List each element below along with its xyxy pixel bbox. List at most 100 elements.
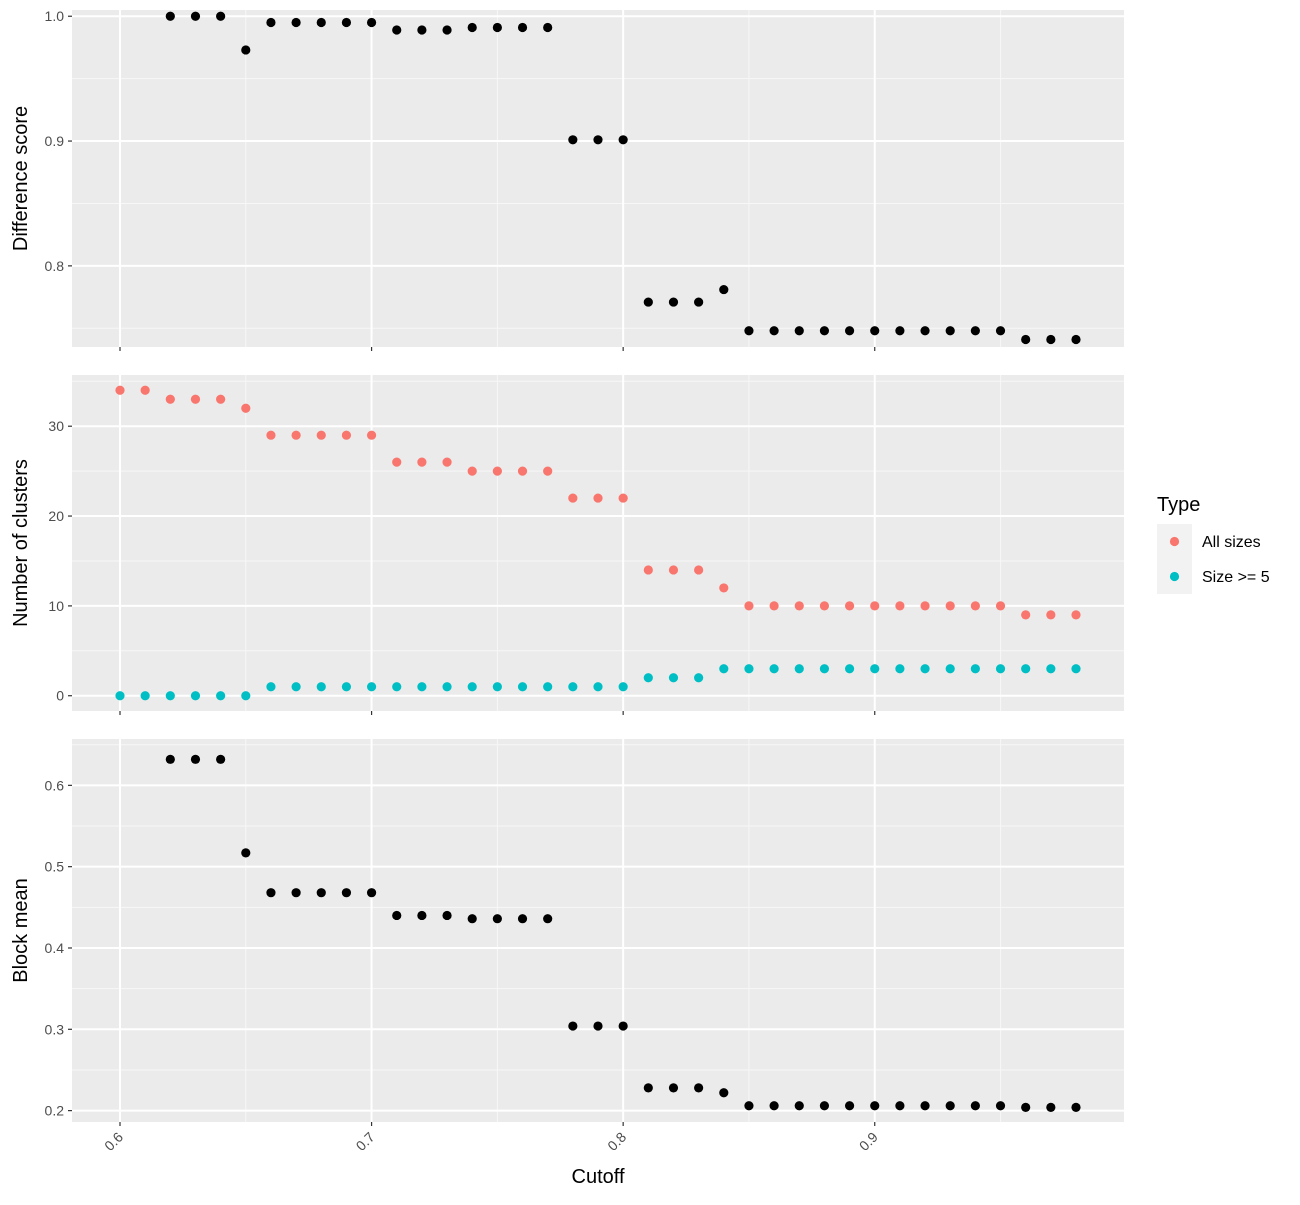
data-point [442, 910, 452, 921]
data-point [1021, 610, 1031, 620]
data-point [744, 1101, 754, 1111]
data-point [1046, 1102, 1056, 1112]
data-point [794, 601, 804, 611]
data-point [341, 888, 352, 898]
data-point [1046, 664, 1056, 674]
data-point [216, 394, 226, 404]
data-point [1021, 334, 1031, 345]
y-axis-title: Number of clusters [10, 459, 32, 627]
data-point [266, 17, 276, 28]
data-point [392, 25, 402, 35]
data-point [1046, 610, 1056, 620]
series-1 [165, 754, 1081, 1112]
data-point [467, 682, 477, 692]
data-point [945, 664, 955, 674]
data-point [241, 403, 251, 413]
data-point [794, 1101, 804, 1111]
data-point [115, 691, 125, 701]
data-point [216, 691, 226, 701]
data-point [543, 914, 553, 924]
data-point [643, 673, 653, 683]
data-point [366, 430, 377, 440]
data-point [492, 466, 502, 476]
data-point [970, 326, 980, 336]
legend-marker [1169, 571, 1180, 582]
x-axis-title: Cutoff [572, 1166, 625, 1188]
data-point [190, 394, 201, 404]
data-point [392, 682, 402, 692]
data-point [291, 888, 301, 898]
data-point [392, 910, 402, 921]
y-tick-label: 20 [48, 508, 64, 524]
data-point [266, 430, 276, 440]
data-point [417, 25, 427, 35]
data-point [970, 601, 980, 611]
data-point [266, 888, 276, 898]
data-point [341, 17, 352, 28]
data-point [366, 888, 377, 898]
data-point [895, 326, 905, 336]
data-point [719, 1088, 729, 1098]
y-tick-label: 0.2 [45, 1103, 65, 1119]
data-point [593, 493, 603, 503]
data-point [744, 326, 754, 336]
data-point [1071, 334, 1081, 345]
data-point [668, 297, 679, 307]
data-point [995, 1101, 1006, 1111]
data-point [895, 1101, 905, 1111]
data-point [165, 691, 175, 701]
data-point [618, 1021, 628, 1031]
data-point [593, 682, 603, 692]
data-point [165, 394, 175, 404]
data-point [819, 326, 830, 336]
y-tick-label: 1.0 [45, 8, 65, 24]
data-point [1021, 1102, 1031, 1112]
data-point [316, 430, 326, 440]
data-point [467, 466, 477, 476]
data-point [643, 1083, 653, 1093]
data-point [719, 664, 729, 674]
data-point [593, 135, 603, 145]
data-point [769, 601, 779, 611]
data-point [694, 1083, 704, 1093]
y-tick-label: 0.9 [45, 133, 65, 149]
data-point [442, 25, 452, 35]
data-point [844, 664, 855, 674]
y-tick-label: 0.8 [45, 258, 65, 274]
data-point [995, 326, 1006, 336]
data-point [844, 1101, 855, 1111]
data-point [216, 11, 226, 21]
data-point [291, 682, 301, 692]
data-point [694, 565, 704, 575]
data-point [165, 754, 175, 764]
data-point [920, 1101, 930, 1111]
data-point [417, 682, 427, 692]
data-point [417, 457, 427, 467]
data-point [719, 583, 729, 593]
data-point [694, 297, 704, 307]
data-point [819, 664, 830, 674]
y-tick-label: 0.6 [45, 777, 65, 793]
y-tick-label: 0.3 [45, 1021, 65, 1037]
data-point [970, 664, 980, 674]
data-point [1021, 664, 1031, 674]
data-point [769, 326, 779, 336]
panel-background [72, 375, 1124, 711]
series-2 [115, 664, 1081, 701]
data-point [945, 1101, 955, 1111]
data-point [744, 664, 754, 674]
data-point [266, 682, 276, 692]
data-point [995, 601, 1006, 611]
data-point [316, 682, 326, 692]
data-point [241, 691, 251, 701]
data-point [643, 297, 653, 307]
data-point [568, 1021, 578, 1031]
data-point [190, 11, 201, 21]
data-point [1071, 664, 1081, 674]
data-point [719, 284, 729, 295]
panel-2: 0 10 20 30 Number of clusters [10, 375, 1124, 715]
data-point [241, 848, 251, 858]
data-point [442, 682, 452, 692]
data-point [316, 17, 326, 28]
